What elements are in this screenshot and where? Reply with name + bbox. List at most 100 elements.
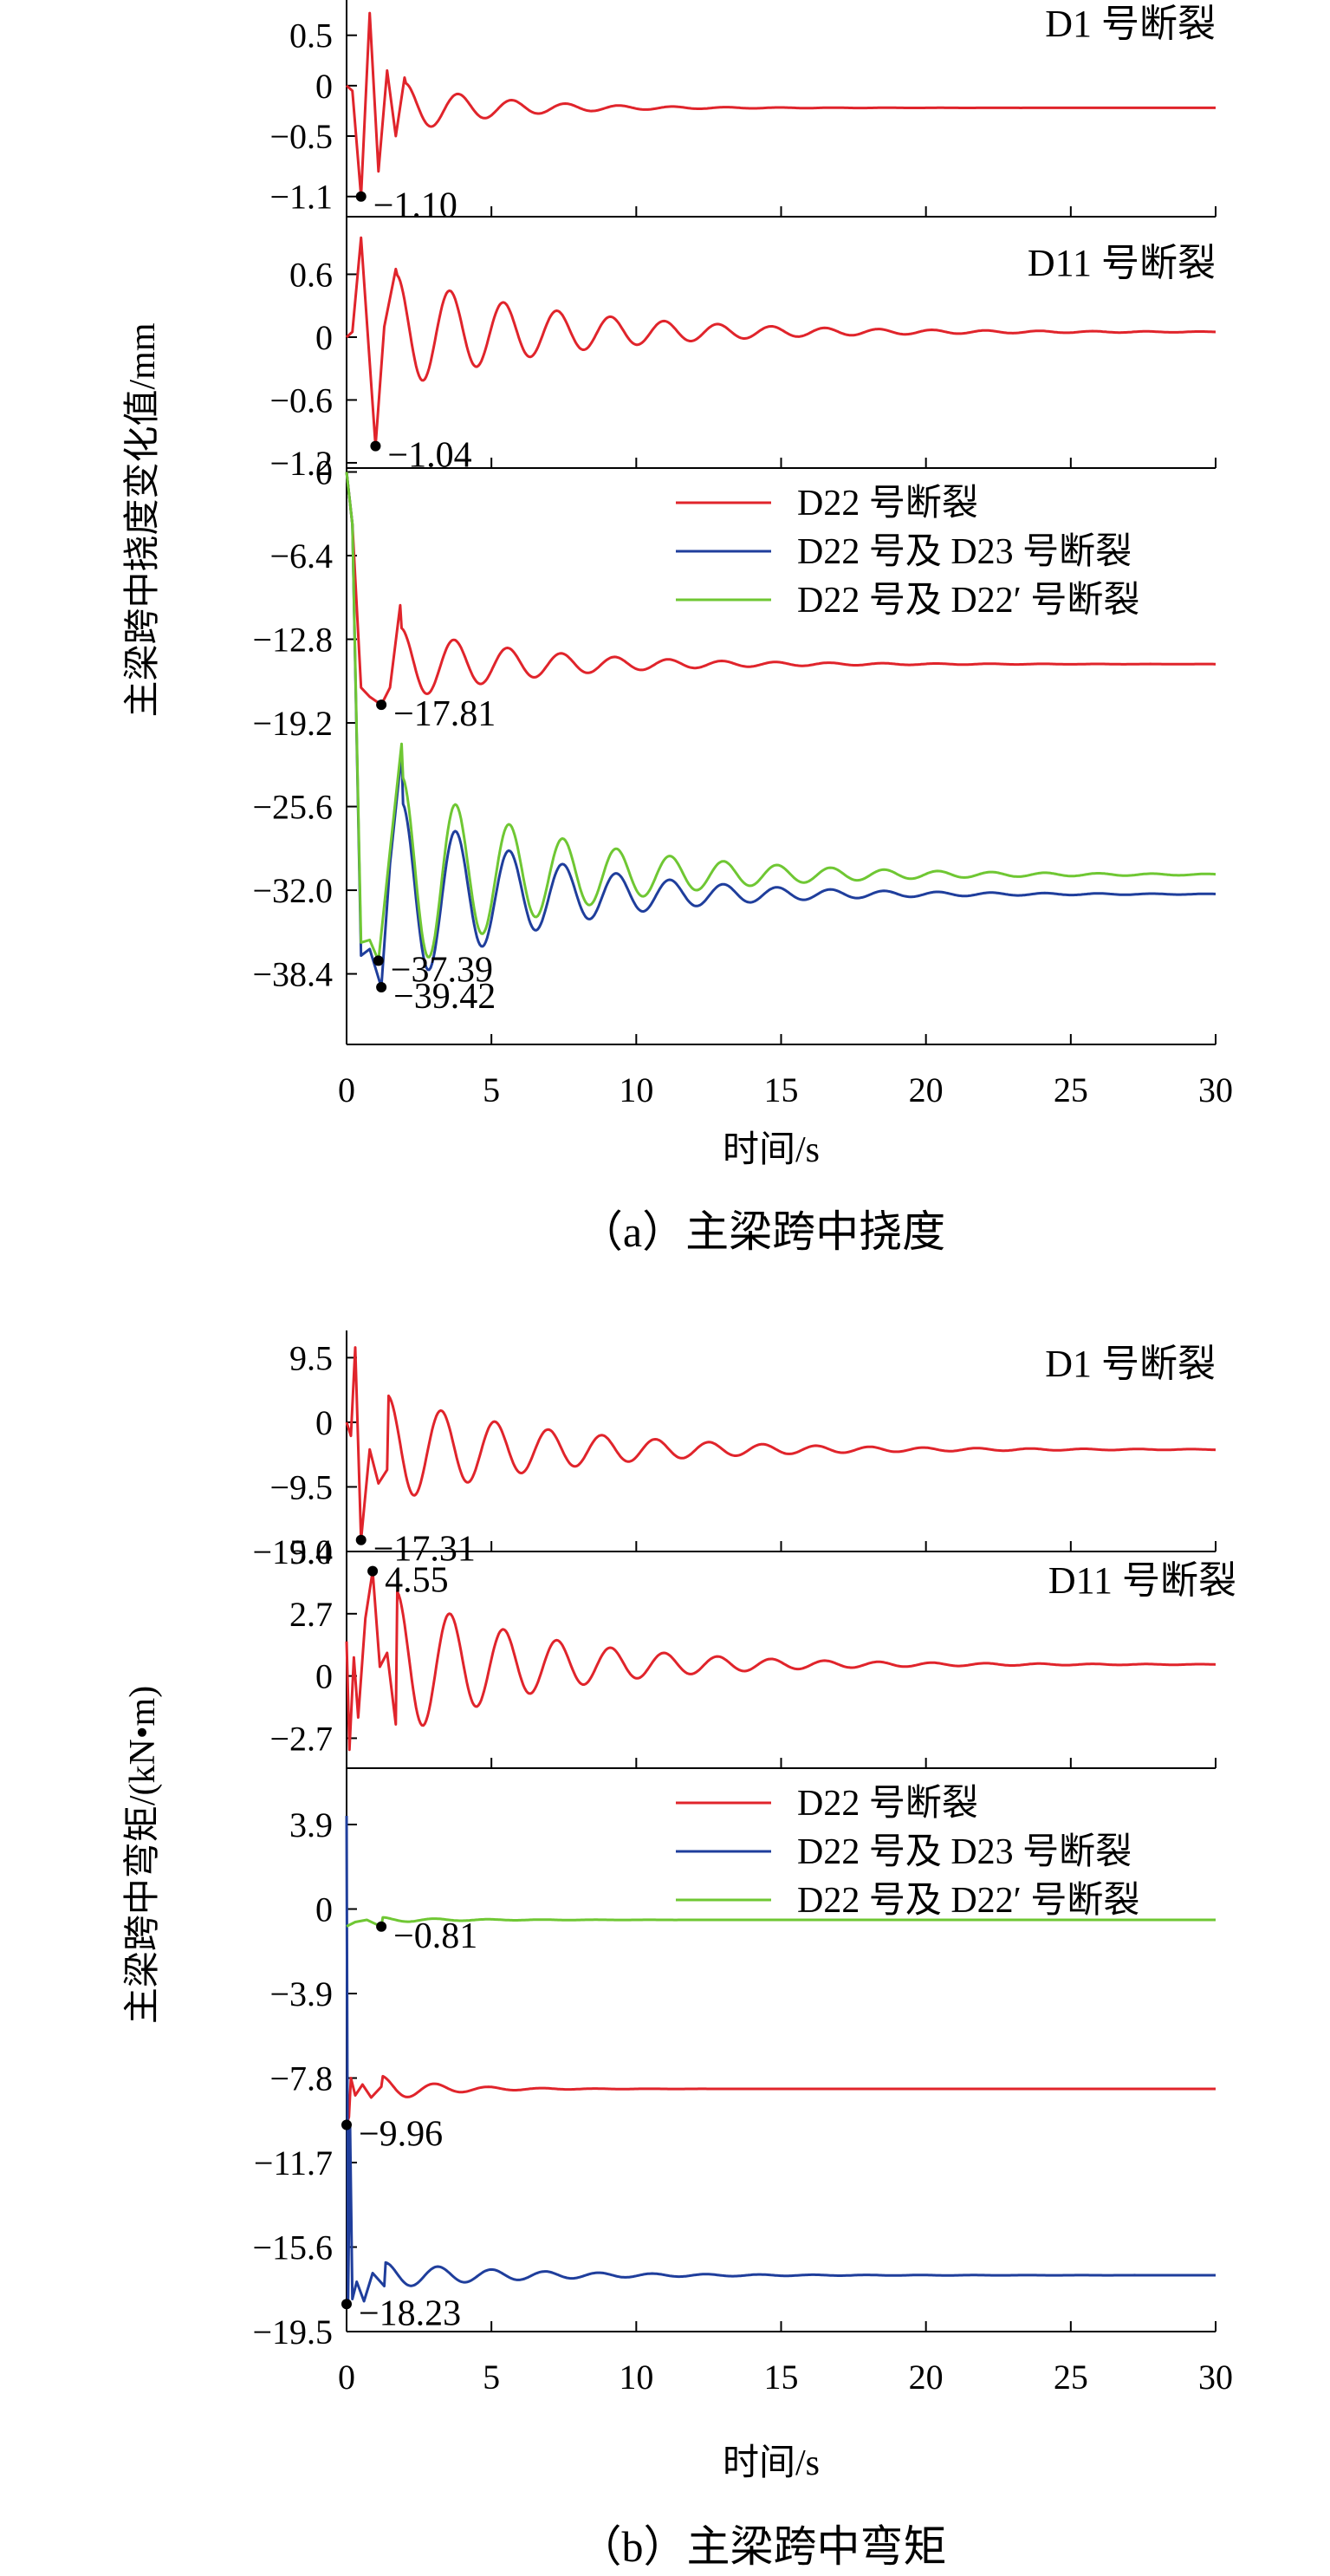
chart-panel-a-1: 0.5 0 −0.5 −1.1 −1.10 D1 号断裂: [269, 0, 1216, 226]
series-line-blue: [345, 472, 1216, 989]
y-tick-label: 9.5: [289, 1338, 333, 1377]
legend-item: D22 号断裂: [797, 484, 978, 524]
panel-a-caption: （a）主梁跨中挠度: [580, 1207, 945, 1256]
panel-a-xlabel: 时间/s: [723, 1130, 820, 1170]
series-line-red: [345, 472, 1216, 706]
chart-panel-b-2: 5.4 2.7 0 −2.7 4.55 D11 号断裂: [269, 1532, 1236, 1769]
chart-panel-b-1: 9.5 0 −9.5 −19.0 −17.31 D1 号断裂: [252, 1330, 1216, 1571]
y-tick-label: −12.8: [252, 621, 333, 660]
series-line-blue: [345, 1815, 1216, 2306]
legend-item: D22 号及 D22′ 号断裂: [797, 581, 1139, 621]
y-tick-label: 0: [315, 318, 333, 357]
x-tick-label: 30: [1198, 2358, 1233, 2397]
y-tick-label: 3.9: [289, 1805, 333, 1844]
legend-item: D22 号及 D23 号断裂: [797, 1832, 1132, 1872]
x-tick-label: 25: [1054, 2358, 1088, 2397]
annotation-label: −17.81: [393, 694, 496, 734]
y-tick-label: −15.6: [252, 2228, 333, 2267]
panel-b-ylabel: 主梁跨中弯矩/(kN•m): [122, 1686, 163, 2024]
chart-panel-a-3: 0 −6.4 −12.8 −19.2 −25.6 −32.0 −38.4 0 5 10 15 20 25…: [252, 453, 1233, 1109]
y-tick-label: −19.5: [252, 2313, 333, 2352]
y-tick-label: −19.2: [252, 704, 333, 743]
annotation-label: −39.42: [393, 977, 496, 1017]
y-tick-label: 5.4: [289, 1532, 333, 1571]
annotation-label: −1.10: [373, 186, 457, 226]
y-tick-label: 2.7: [289, 1595, 333, 1634]
annotation-marker: [341, 2119, 352, 2130]
series-line-green: [346, 1916, 1216, 1929]
annotation-marker: [376, 1921, 387, 1932]
y-tick-label: −7.8: [269, 2059, 333, 2098]
y-tick-label: 0: [315, 1657, 333, 1696]
series-line-red: [345, 2074, 1216, 2125]
series-line-green: [345, 472, 1216, 962]
annotation-label: −1.04: [387, 436, 471, 476]
y-tick-label: 0: [315, 453, 333, 492]
x-tick-label: 0: [338, 2358, 355, 2397]
series-line-red: [345, 1346, 1216, 1542]
legend-item: D22 号及 D23 号断裂: [797, 532, 1132, 572]
x-tick-label: 25: [1054, 1070, 1088, 1109]
series-line-red: [345, 236, 1216, 448]
legend-item: D22 号及 D22′ 号断裂: [797, 1881, 1139, 1921]
annotation-marker: [370, 440, 381, 452]
y-tick-label: 0: [315, 1890, 333, 1929]
y-tick-label: 0: [315, 1403, 333, 1442]
annotation-label: −0.81: [393, 1916, 477, 1956]
y-tick-label: −25.6: [252, 788, 333, 827]
y-tick-label: −3.9: [269, 1974, 333, 2013]
annotation-marker: [376, 699, 387, 711]
panel-case-label: D1 号断裂: [1045, 3, 1216, 45]
y-tick-label: −11.7: [254, 2143, 333, 2182]
x-tick-label: 20: [909, 1070, 944, 1109]
series-line-red: [346, 11, 1216, 198]
x-tick-label: 5: [483, 2358, 500, 2397]
annotation-label: −37.39: [391, 950, 493, 990]
panel-case-label: D1 号断裂: [1045, 1343, 1216, 1385]
y-tick-label: −0.6: [269, 381, 333, 420]
panel-case-label: D11 号断裂: [1028, 242, 1216, 284]
annotation-label: −18.23: [359, 2293, 461, 2333]
annotation-marker: [355, 1534, 367, 1545]
y-tick-label: 0.5: [289, 16, 333, 55]
annotation-label: −9.96: [359, 2115, 443, 2155]
panel-b-caption: （b）主梁跨中弯矩: [579, 2522, 947, 2571]
annotation-label: −17.31: [373, 1530, 476, 1570]
plot-area: 0.5 0 −0.5 −1.1 −1.10 D1 号断裂 0.6 0 −0.6 −1.2 −1.04…: [252, 0, 1236, 2397]
y-tick-label: −19.0: [252, 1532, 333, 1571]
annotation-marker: [367, 1565, 379, 1577]
panel-case-label: D11 号断裂: [1048, 1559, 1236, 1602]
x-tick-label: 10: [619, 2358, 653, 2397]
x-tick-label: 30: [1198, 1070, 1233, 1109]
x-tick-label: 10: [619, 1070, 653, 1109]
annotation-marker: [373, 955, 384, 966]
y-tick-label: −38.4: [252, 955, 333, 994]
legend-item: D22 号断裂: [797, 1784, 978, 1824]
x-tick-label: 0: [338, 1070, 355, 1109]
y-tick-label: −0.5: [269, 117, 333, 156]
panel-a-labels: 主梁跨中挠度变化值/mm 时间/s （a）主梁跨中挠度: [122, 322, 945, 1256]
x-tick-label: 15: [764, 2358, 799, 2397]
y-tick-label: −1.2: [269, 444, 333, 483]
chart-panel-b-3: 3.90−3.9−7.8−11.7−15.6−19.50 5 10 15 20 25 30−…: [252, 1768, 1233, 2397]
panel-b-labels: 主梁跨中弯矩/(kN•m) 时间/s （b）主梁跨中弯矩: [122, 1686, 947, 2571]
x-tick-label: 15: [764, 1070, 799, 1109]
x-tick-label: 20: [909, 2358, 944, 2397]
y-tick-label: −2.7: [269, 1719, 333, 1758]
chart-panel-a-2: 0.6 0 −0.6 −1.2 −1.04 D11 号断裂: [269, 217, 1216, 483]
y-tick-label: 0.6: [289, 255, 333, 294]
series-line-red: [345, 1570, 1216, 1752]
y-tick-label: 0: [315, 67, 333, 106]
panel-b-xlabel: 时间/s: [723, 2443, 820, 2483]
annotation-label: 4.55: [385, 1561, 448, 1601]
y-tick-label: −6.4: [269, 537, 333, 576]
panel-a-ylabel: 主梁跨中挠度变化值/mm: [122, 322, 163, 717]
y-tick-label: −9.5: [269, 1467, 333, 1506]
annotation-marker: [376, 981, 387, 992]
annotation-marker: [341, 2299, 352, 2310]
x-tick-label: 5: [483, 1070, 500, 1109]
y-tick-label: −32.0: [252, 871, 333, 910]
annotation-marker: [355, 191, 367, 202]
y-tick-label: −1.1: [269, 178, 333, 217]
